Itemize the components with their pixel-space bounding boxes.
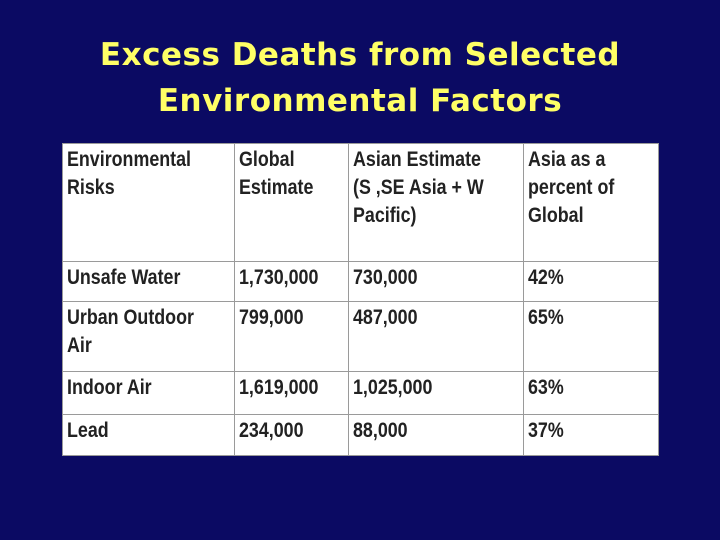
slide-title: Excess Deaths from Selected Environmenta…	[0, 32, 720, 124]
table-cell-percent: 37%	[523, 413, 659, 457]
data-table-container: Environmental Risks Global Estimate Asia…	[62, 142, 659, 457]
table-cell-global: 1,619,000	[234, 371, 349, 415]
table-cell-risk: Unsafe Water	[62, 261, 235, 302]
table-row: Urban Outdoor Air 799,000 487,000 65%	[62, 300, 659, 373]
table-cell-percent: 63%	[523, 371, 659, 415]
table-cell-risk: Urban Outdoor Air	[62, 300, 235, 373]
header-cell-risks: Environmental Risks	[62, 142, 235, 263]
table-cell-asian: 88,000	[348, 413, 524, 457]
table-cell-asian: 730,000	[348, 261, 524, 302]
table-cell-risk: Indoor Air	[62, 371, 235, 415]
table-row: Indoor Air 1,619,000 1,025,000 63%	[62, 371, 659, 415]
header-cell-global-estimate: Global Estimate	[234, 142, 349, 263]
table-cell-asian: 487,000	[348, 300, 524, 373]
table-header-row: Environmental Risks Global Estimate Asia…	[62, 142, 659, 263]
table-cell-percent: 65%	[523, 300, 659, 373]
table-row: Unsafe Water 1,730,000 730,000 42%	[62, 261, 659, 302]
header-cell-asian-estimate: Asian Estimate (S ,SE Asia + W Pacific)	[348, 142, 524, 263]
header-cell-asia-percent: Asia as a percent of Global	[523, 142, 659, 263]
table-cell-risk: Lead	[62, 413, 235, 457]
table-cell-asian: 1,025,000	[348, 371, 524, 415]
table-cell-percent: 42%	[523, 261, 659, 302]
table-cell-global: 799,000	[234, 300, 349, 373]
table-cell-global: 1,730,000	[234, 261, 349, 302]
excess-deaths-table: Environmental Risks Global Estimate Asia…	[62, 142, 659, 457]
title-line-2: Environmental Factors	[157, 83, 563, 119]
table-row: Lead 234,000 88,000 37%	[62, 413, 659, 457]
table-cell-global: 234,000	[234, 413, 349, 457]
title-line-1: Excess Deaths from Selected	[99, 37, 621, 73]
